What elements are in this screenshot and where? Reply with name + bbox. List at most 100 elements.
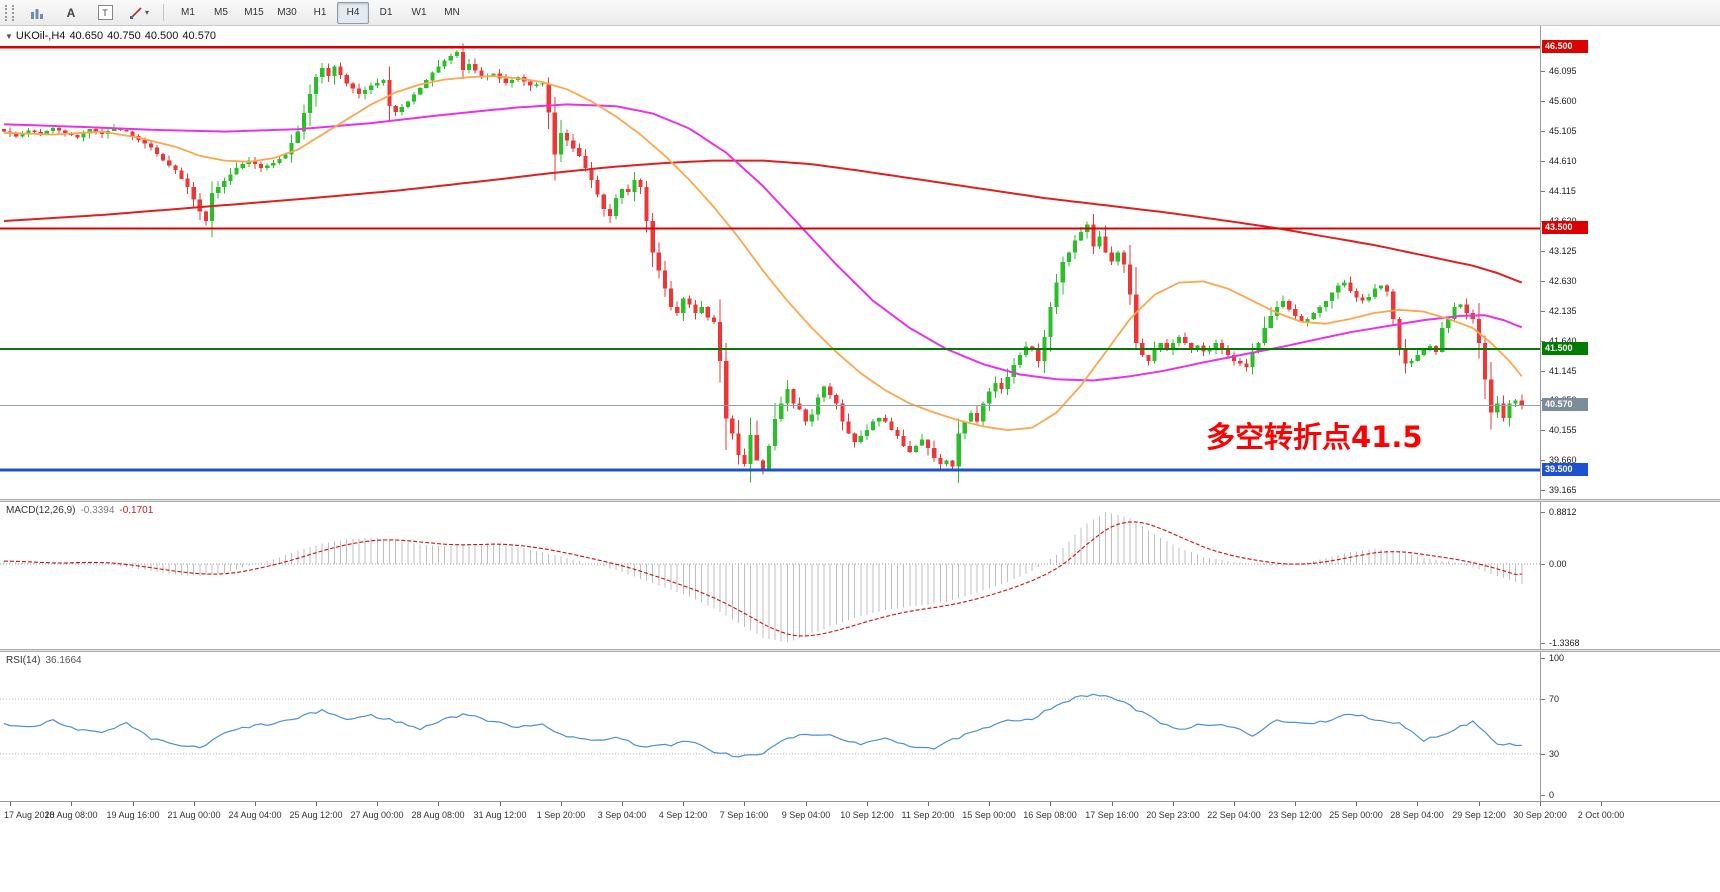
axis-tick-mark: [1541, 371, 1545, 372]
macd-label: MACD(12,26,9): [6, 505, 76, 516]
font-tool-button[interactable]: A: [55, 2, 87, 24]
axis-tick-mark: [1541, 460, 1545, 461]
axis-tick-label: 41.640: [1549, 336, 1577, 346]
axis-tick-mark: [1541, 251, 1545, 252]
level-badge: 46.500: [1542, 40, 1588, 53]
timeframe-group: M1 M5 M15 M30 H1 H4 D1 W1 MN: [172, 1, 468, 24]
axis-tick-mark: [1541, 643, 1545, 644]
price-axis[interactable]: 46.09545.60045.10544.61044.11543.62043.1…: [1540, 26, 1720, 499]
axis-tick-mark: [1541, 341, 1545, 342]
timeframe-m30-button[interactable]: M30: [277, 7, 297, 18]
axis-tick-label: 41.145: [1549, 366, 1577, 376]
axis-tick-label: 30: [1549, 749, 1560, 759]
axis-tick-label: -1.3368: [1549, 638, 1580, 648]
time-tick-mark: [744, 802, 745, 806]
time-label: 17 Aug 2020: [4, 810, 55, 820]
time-tick-mark: [133, 802, 134, 806]
axis-tick-mark: [1541, 161, 1545, 162]
macd-value: -0.3394: [80, 505, 115, 516]
time-tick-mark: [316, 802, 317, 806]
macd-signal-value: -0.1701: [119, 505, 154, 516]
toolbar-drag-handle[interactable]: [5, 4, 14, 21]
text-label-tool-button[interactable]: T: [89, 2, 121, 24]
axis-tick-mark: [1541, 71, 1545, 72]
rsi-value: 36.1664: [45, 655, 82, 666]
time-label: 24 Aug 04:00: [228, 810, 282, 820]
macd-header: MACD(12,26,9) -0.3394 -0.1701: [6, 505, 153, 516]
rsi-label: RSI(14): [6, 655, 41, 666]
timeframe-m1-button[interactable]: M1: [181, 7, 195, 18]
timeframe-w1-button[interactable]: W1: [411, 7, 427, 18]
axis-tick-mark: [1541, 699, 1545, 700]
time-label: 27 Aug 00:00: [350, 810, 404, 820]
time-label: 21 Aug 00:00: [167, 810, 221, 820]
axis-tick-label: 46.095: [1549, 66, 1577, 76]
time-label: 20 Sep 23:00: [1146, 810, 1200, 820]
time-axis[interactable]: 17 Aug 2020 18 Aug 08:00 19 Aug 16:00 21 Au…: [0, 801, 1720, 827]
macd-plot: [0, 512, 1540, 643]
timeframe-m5-button[interactable]: M5: [214, 7, 228, 18]
timeframe-h4-button[interactable]: H4: [337, 1, 369, 24]
time-tick-mark: [622, 802, 623, 806]
time-label: 3 Sep 04:00: [597, 810, 647, 820]
macd-histogram: [3, 512, 1523, 643]
macd-signal-line: [3, 521, 1522, 637]
axis-tick-mark: [1541, 564, 1545, 565]
axis-tick-label: 44.610: [1549, 156, 1577, 166]
rsi-plot: [0, 693, 1540, 758]
time-tick-mark: [1540, 802, 1541, 806]
line-studies-button[interactable]: ▾: [123, 2, 155, 24]
chart-header: ▼ UKOil-,H4 40.650 40.750 40.500 40.570: [5, 30, 220, 42]
collapse-triangle-icon[interactable]: ▼: [5, 32, 13, 41]
axis-tick-mark: [1541, 311, 1545, 312]
pane-splitter[interactable]: [0, 499, 1720, 502]
time-tick-mark: [561, 802, 562, 806]
time-tick-mark: [194, 802, 195, 806]
axis-tick-label: 42.135: [1549, 306, 1577, 316]
time-label: 1 Sep 20:00: [536, 810, 586, 820]
toolbar-separator: [163, 4, 164, 21]
timeframe-h1-button[interactable]: H1: [313, 7, 327, 18]
chart-bars-icon[interactable]: [21, 2, 53, 24]
axis-tick-mark: [1541, 131, 1545, 132]
axis-tick-label: 39.165: [1549, 485, 1577, 495]
axis-tick-label: 39.660: [1549, 455, 1577, 465]
ohlc-close: 40.570: [182, 30, 217, 42]
time-tick-mark: [867, 802, 868, 806]
timeframe-d1-button[interactable]: D1: [379, 7, 393, 18]
timeframe-m15-button[interactable]: M15: [244, 7, 264, 18]
axis-tick-label: 70: [1549, 694, 1560, 704]
time-label: 28 Aug 08:00: [411, 810, 465, 820]
price-chart-pane: ▼ UKOil-,H4 40.650 40.750 40.500 40.570 多空转折点…: [0, 26, 1720, 499]
time-tick-mark: [1050, 802, 1051, 806]
time-label: 18 Aug 08:00: [44, 810, 98, 820]
time-tick-mark: [1173, 802, 1174, 806]
time-tick-mark: [806, 802, 807, 806]
time-label: 2 Oct 00:00: [1577, 810, 1625, 820]
timeframe-mn-button[interactable]: MN: [444, 7, 460, 18]
rsi-axis[interactable]: 100 70 30 0: [1540, 652, 1720, 801]
axis-tick-label: 43.125: [1549, 246, 1577, 256]
time-label: 28 Sep 04:00: [1390, 810, 1444, 820]
time-label: 23 Sep 12:00: [1268, 810, 1322, 820]
level-badge: 39.500: [1542, 463, 1588, 476]
font-tool-label: A: [66, 5, 76, 20]
dropdown-caret-icon: ▾: [144, 8, 149, 17]
time-tick-mark: [1417, 802, 1418, 806]
time-label: 17 Sep 16:00: [1085, 810, 1139, 820]
time-label: 29 Sep 12:00: [1452, 810, 1506, 820]
ma-mid-magenta: [3, 103, 1523, 382]
time-label: 19 Aug 16:00: [106, 810, 160, 820]
annotation-text[interactable]: 多空转折点41.5: [1206, 420, 1423, 454]
axis-tick-mark: [1541, 281, 1545, 282]
level-badge: 41.500: [1542, 342, 1588, 355]
candles-layer: [1, 43, 1524, 484]
symbol-period-label: UKOil-,H4: [15, 30, 66, 42]
toolbar: A T ▾ M1 M5 M15 M30 H1 H4 D1 W1 MN: [0, 0, 1720, 26]
macd-axis[interactable]: 0.8812 0.00 -1.3368: [1540, 502, 1720, 649]
axis-tick-mark: [1541, 658, 1545, 659]
axis-tick-label: 0: [1549, 790, 1555, 800]
time-tick-mark: [438, 802, 439, 806]
pane-splitter[interactable]: [0, 649, 1720, 652]
axis-tick-mark: [1541, 490, 1545, 491]
